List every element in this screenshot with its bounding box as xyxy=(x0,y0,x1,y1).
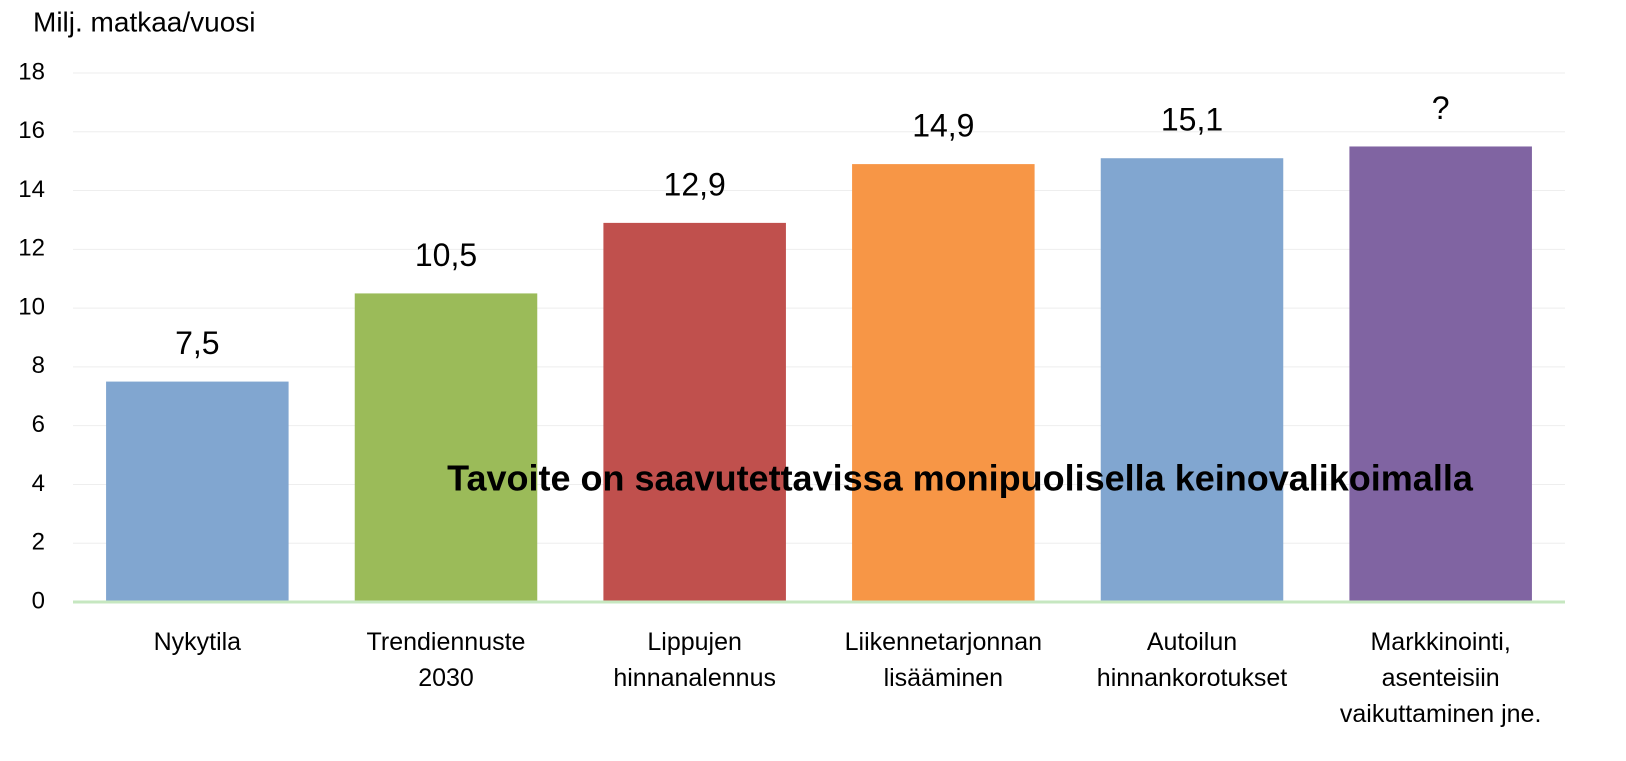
y-tick-label: 12 xyxy=(18,235,45,262)
bar xyxy=(1349,146,1532,602)
bar xyxy=(603,222,786,602)
y-tick-label: 4 xyxy=(32,470,45,497)
x-tick-label: Lippujen hinnanalennus xyxy=(613,628,776,692)
y-tick-label: 6 xyxy=(32,411,45,438)
annotation: Tavoite on saavutettavissa monipuolisell… xyxy=(447,458,1474,499)
x-tick-label: Markkinointi, asenteisiin vaikuttaminen … xyxy=(1339,628,1542,728)
y-tick-label: 18 xyxy=(18,58,45,85)
y-tick-label: 8 xyxy=(32,352,45,379)
value-label: 15,1 xyxy=(1161,102,1223,138)
x-tick-label: Trendiennuste 2030 xyxy=(366,628,526,692)
y-tick-label: 0 xyxy=(32,587,45,614)
bar xyxy=(852,164,1035,602)
y-tick-label: 16 xyxy=(18,117,45,144)
x-tick-label: Autoilun hinnankorotukset xyxy=(1096,628,1288,692)
y-tick-label: 10 xyxy=(18,293,45,320)
y-tick-label: 14 xyxy=(18,176,45,203)
bar xyxy=(1100,158,1284,602)
value-label: 12,9 xyxy=(664,166,726,202)
bar xyxy=(354,293,538,602)
value-label: ? xyxy=(1432,90,1450,126)
value-label: 10,5 xyxy=(415,237,477,273)
y-axis-label: Milj. matkaa/vuosi xyxy=(33,6,256,37)
x-tick-label: Liikennetarjonnan lisääminen xyxy=(844,628,1043,692)
y-tick-label: 2 xyxy=(32,529,45,556)
x-tick-label: Nykytila xyxy=(153,628,242,656)
value-label: 14,9 xyxy=(912,108,974,144)
bar xyxy=(106,381,289,602)
value-label: 7,5 xyxy=(175,325,219,361)
